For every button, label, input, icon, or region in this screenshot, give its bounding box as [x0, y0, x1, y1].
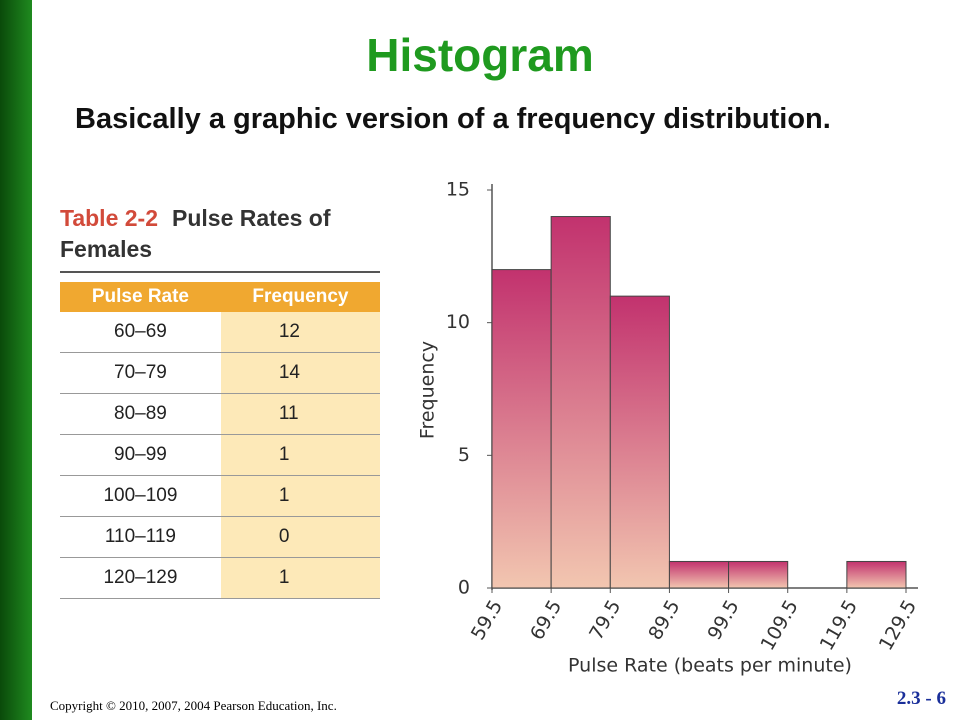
table-cell: 90–99 — [60, 434, 221, 476]
x-tick-label: 79.5 — [585, 596, 625, 644]
header: Pulse Rate — [60, 282, 221, 312]
table-cell: 14 — [220, 352, 380, 394]
slide-title: Histogram — [366, 29, 594, 81]
x-axis-label: Pulse Rate (beats per minute) — [568, 655, 852, 677]
table-cell: 1 — [220, 434, 380, 476]
side-bar — [0, 0, 32, 720]
table-cell: 1 — [220, 557, 380, 599]
table-cell: 1 — [220, 475, 380, 517]
y-tick-label: 5 — [458, 444, 470, 466]
table-cell: 110–119 — [60, 516, 221, 558]
x-tick-label: 69.5 — [526, 596, 566, 644]
table-cell: 12 — [220, 312, 380, 353]
table-cell: 120–129 — [60, 557, 221, 599]
y-tick-label: 15 — [446, 179, 470, 201]
x-tick-label: 129.5 — [875, 596, 921, 654]
header: Frequency — [220, 282, 380, 312]
table-caption: Table 2-2 Pulse Rates of Females — [60, 203, 380, 273]
x-tick-label: 89.5 — [644, 596, 684, 644]
table-cell: 11 — [220, 393, 380, 435]
table-title: Pulse Rates of Females — [60, 205, 331, 262]
x-tick-label: 99.5 — [703, 596, 743, 644]
y-tick-label: 0 — [458, 577, 470, 599]
table-cell: 70–79 — [60, 352, 221, 394]
table-row: 100–109 1 — [60, 475, 380, 517]
table-row: 80–89 11 — [60, 393, 380, 435]
table-cell: 100–109 — [60, 475, 221, 517]
table-cell: 80–89 — [60, 393, 221, 435]
y-tick-label: 10 — [446, 311, 470, 333]
table-cell: 60–69 — [60, 312, 221, 353]
slide-subtitle: Basically a graphic version of a frequen… — [75, 103, 831, 135]
page-number: 2.3 - 6 — [896, 688, 946, 709]
table-row: 120–129 1 — [60, 557, 380, 599]
bar — [491, 269, 552, 589]
table-row: 60–69 12 — [60, 312, 380, 353]
x-tick-label: 109.5 — [757, 596, 803, 654]
bar — [668, 560, 730, 589]
copyright: Copyright © 2010, 2007, 2004 Pearson Edu… — [50, 698, 337, 713]
table-row: 110–119 0 — [60, 516, 380, 558]
x-tick-label: 59.5 — [467, 596, 507, 644]
y-axis-label: Frequency — [417, 341, 439, 439]
table-cell: 0 — [220, 516, 380, 558]
bar — [728, 560, 789, 589]
bar — [609, 295, 670, 589]
x-tick-label: 119.5 — [816, 596, 862, 654]
table-row: 90–99 1 — [60, 434, 380, 476]
table: Pulse Rate Frequency 60–69 12 70–79 14 80–89 11… — [60, 282, 380, 599]
table-row: 70–79 14 — [60, 352, 380, 394]
header-row: Pulse Rate Frequency — [60, 282, 380, 312]
table-label: Table 2-2 — [60, 205, 158, 231]
bar — [550, 216, 611, 589]
bar — [846, 560, 907, 589]
